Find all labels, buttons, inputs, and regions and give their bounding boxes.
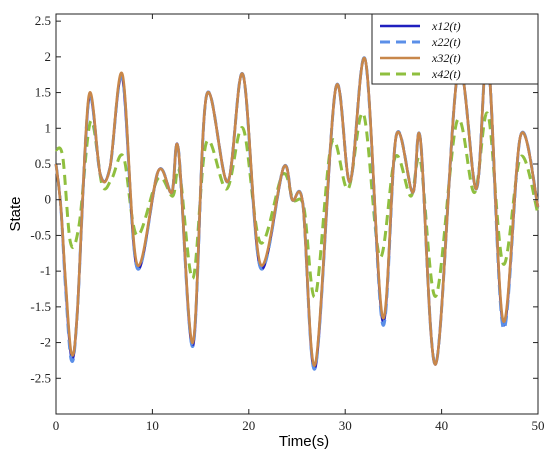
y-tick-label: -1 [40,263,51,278]
y-tick-label: 0 [45,192,52,207]
y-tick-label: 2 [45,49,52,64]
series-line-x32t [54,53,540,367]
series-layer [54,52,540,371]
series-line-x42t [54,111,540,299]
x-tick-label: 50 [532,418,545,433]
x-tick-label: 40 [435,418,448,433]
x-tick-label: 10 [146,418,159,433]
y-tick-label: -2 [40,335,51,350]
legend: x12(t) x22(t) x32(t) x42(t) [371,13,539,85]
y-tick-label: 1.5 [35,85,51,100]
y-tick-label: 0.5 [35,156,51,171]
x-axis-label: Time(s) [279,433,329,450]
y-tick-label: 2.5 [35,13,51,28]
legend-label: x12(t) [431,19,461,33]
y-axis-label: State [7,196,24,231]
x-tick-label: 20 [242,418,255,433]
legend-label: x32(t) [431,51,461,65]
y-tick-label: -2.5 [30,370,51,385]
x-tick-label: 0 [53,418,60,433]
x-tick-label: 30 [339,418,352,433]
legend-label: x42(t) [431,67,461,81]
y-tick-label: 1 [45,120,52,135]
y-tick-label: -0.5 [30,227,51,242]
legend-label: x22(t) [431,35,461,49]
y-tick-label: -1.5 [30,299,51,314]
